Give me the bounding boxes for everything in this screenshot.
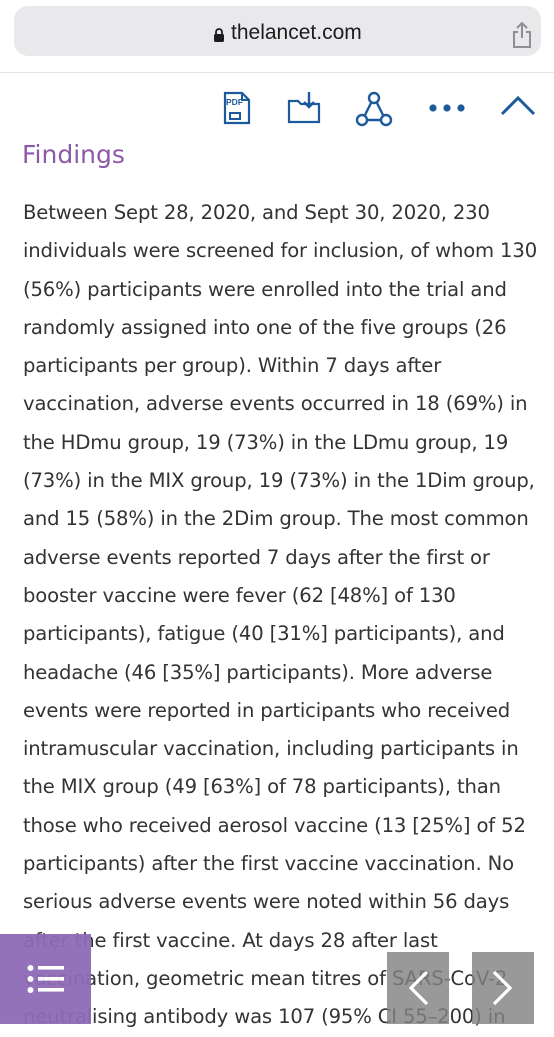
paragraph-line: adverse events reported 7 days after the… xyxy=(23,545,490,569)
list-icon xyxy=(27,965,64,993)
pdf-label: PDF xyxy=(226,97,243,107)
more-icon[interactable] xyxy=(428,103,466,113)
paragraph-line: the MIX group (49 [63%] of 78 participan… xyxy=(23,775,501,799)
paragraph-line: participants per group). Within 7 days a… xyxy=(23,354,442,378)
next-button[interactable] xyxy=(472,952,534,1024)
paragraph-line: the HDmu group, 19 (73%) in the LDmu gro… xyxy=(23,430,509,454)
share-network-icon[interactable] xyxy=(354,91,394,129)
paragraph-line: participants) after the first vaccine va… xyxy=(23,852,514,876)
paragraph-line: headache (46 [35%] participants). More a… xyxy=(23,660,493,684)
paragraph-line: and 15 (58%) in the 2Dim group. The most… xyxy=(23,507,529,531)
paragraph-line: those who received aerosol vaccine (13 [… xyxy=(23,813,526,837)
chevron-left-icon xyxy=(408,970,429,1006)
collapse-chevron-icon[interactable] xyxy=(500,95,536,117)
outline-button[interactable] xyxy=(0,934,91,1024)
paragraph-line: vaccination, adverse events occurred in … xyxy=(23,392,528,416)
paragraph-line: booster vaccine were fever (62 [48%] of … xyxy=(23,583,456,607)
share-icon[interactable] xyxy=(510,20,534,50)
paragraph-line: neutralising antibody was 107 (95% CI 55… xyxy=(23,1005,506,1029)
paragraph-line: after the first vaccine. At days 28 afte… xyxy=(23,928,438,952)
domain-text: thelancet.com xyxy=(231,21,362,44)
download-folder-icon[interactable] xyxy=(286,91,322,125)
paragraph-line: (73%) in the MIX group, 19 (73%) in the … xyxy=(23,469,535,493)
address-field[interactable]: thelancet.com xyxy=(14,6,541,56)
paragraph-line: events were reported in participants who… xyxy=(23,698,511,722)
chevron-right-icon xyxy=(492,970,513,1006)
paragraph-line: individuals were screened for inclusion,… xyxy=(23,239,538,263)
browser-url-bar: thelancet.com xyxy=(0,0,554,72)
paragraph-line: participants), fatigue (40 [31%] partici… xyxy=(23,622,505,646)
paragraph-line: randomly assigned into one of the five g… xyxy=(23,315,507,339)
paragraph-line: (56%) participants were enrolled into th… xyxy=(23,277,507,301)
previous-button[interactable] xyxy=(387,952,449,1024)
pdf-icon[interactable]: PDF xyxy=(222,91,252,125)
article-toolbar: PDF xyxy=(0,72,554,139)
paragraph-line: Between Sept 28, 2020, and Sept 30, 2020… xyxy=(23,201,490,224)
paragraph-line: serious adverse events were noted within… xyxy=(23,890,510,914)
paragraph-line: intramuscular vaccination, including par… xyxy=(23,737,519,761)
section-heading: Findings xyxy=(22,140,125,168)
findings-paragraph: Between Sept 28, 2020, and Sept 30, 2020… xyxy=(23,194,545,1037)
paragraph-line: vaccination, geometric mean titres of SA… xyxy=(23,966,508,990)
lock-icon xyxy=(214,28,224,42)
